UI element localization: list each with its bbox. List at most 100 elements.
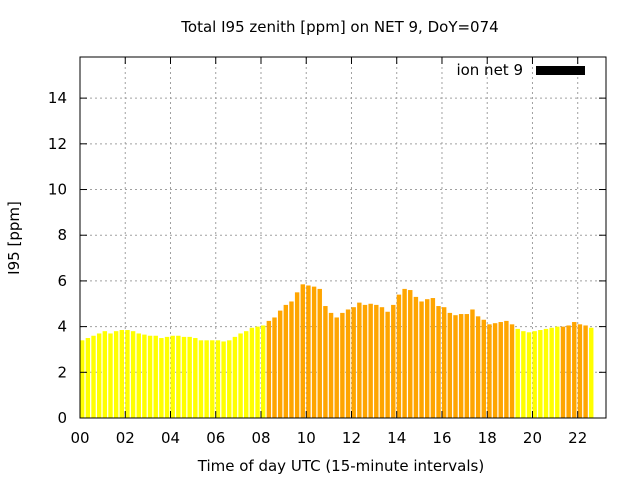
x-tick-label: 02 [116, 429, 135, 447]
bar [543, 328, 549, 418]
bar [227, 340, 232, 418]
bar [85, 338, 91, 418]
bar [283, 304, 289, 418]
bar [210, 340, 215, 418]
bar [391, 304, 396, 418]
bar [130, 331, 136, 418]
bar [164, 336, 170, 418]
x-tick-label: 08 [251, 429, 270, 447]
bar [345, 309, 351, 418]
bar [300, 284, 305, 418]
bar [475, 316, 481, 418]
bar [555, 326, 560, 418]
bar [402, 288, 407, 418]
bar [255, 326, 260, 418]
bar [147, 335, 153, 418]
axis-ticks [79, 57, 606, 419]
legend: ion net 9 [456, 61, 585, 79]
x-tick-label: 18 [478, 429, 497, 447]
x-axis-label: Time of day UTC (15-minute intervals) [197, 457, 484, 475]
bar [566, 325, 571, 418]
bar [487, 324, 492, 418]
bar [589, 327, 594, 418]
bar [396, 294, 402, 418]
bar [277, 310, 283, 418]
bar [560, 326, 566, 418]
y-axis-label: I95 [ppm] [5, 201, 23, 275]
bar [413, 296, 419, 418]
bar [96, 333, 102, 418]
bar [538, 330, 543, 418]
y-tick-label: 12 [48, 135, 67, 153]
bar [453, 315, 458, 418]
bar [260, 325, 266, 418]
bar [385, 311, 390, 418]
bar [458, 314, 464, 418]
bar [272, 317, 277, 418]
bar [351, 307, 356, 418]
bar [136, 333, 141, 418]
y-tick-label: 6 [57, 272, 67, 290]
x-tick-label: 20 [523, 429, 542, 447]
y-tick-label: 14 [48, 89, 67, 107]
bar [470, 309, 475, 418]
plot-frame [79, 56, 607, 419]
bar [368, 303, 373, 418]
bar [142, 334, 147, 418]
y-tick-labels: 0 2 4 6 8 10 12 14 [48, 89, 67, 427]
bar [289, 301, 294, 418]
bar [221, 341, 226, 418]
bar [176, 335, 181, 418]
bar [323, 306, 328, 418]
legend-swatch [536, 66, 585, 75]
bar [294, 292, 300, 418]
bar [317, 288, 322, 418]
bar [521, 331, 526, 418]
bar [102, 331, 108, 418]
x-tick-label: 06 [206, 429, 225, 447]
bar [91, 335, 96, 418]
y-tick-label: 10 [48, 181, 67, 199]
bar [436, 306, 441, 418]
bar [379, 307, 385, 418]
chart-title: Total I95 zenith [ppm] on NET 9, DoY=074 [180, 18, 498, 36]
y-tick-label: 8 [57, 226, 67, 244]
legend-label: ion net 9 [456, 61, 523, 79]
bar [504, 320, 509, 418]
bar [181, 336, 187, 418]
bar [198, 340, 204, 418]
bar [159, 338, 164, 418]
bar [340, 312, 345, 418]
y-tick-label: 4 [57, 318, 67, 336]
bar [464, 314, 470, 418]
bar [80, 340, 85, 418]
bar [408, 290, 413, 418]
bar [526, 332, 532, 418]
bar [153, 335, 158, 418]
bar [430, 298, 436, 418]
bar [425, 299, 430, 418]
bar [362, 304, 368, 418]
bars [80, 284, 594, 418]
bar [492, 323, 498, 418]
bar [498, 322, 503, 418]
bar [549, 327, 554, 418]
bar [266, 320, 272, 418]
bar [119, 330, 125, 418]
bar [311, 286, 317, 418]
bar [125, 330, 130, 418]
bar [204, 340, 209, 418]
bar [215, 340, 221, 418]
bar [572, 322, 577, 418]
bar [441, 307, 447, 418]
bar [249, 327, 255, 418]
bar [187, 336, 192, 418]
bar [328, 312, 334, 418]
bar [374, 304, 379, 418]
bar [419, 301, 424, 418]
bar [306, 285, 311, 418]
bar [170, 335, 175, 418]
bar [238, 333, 243, 418]
bar [113, 331, 119, 418]
